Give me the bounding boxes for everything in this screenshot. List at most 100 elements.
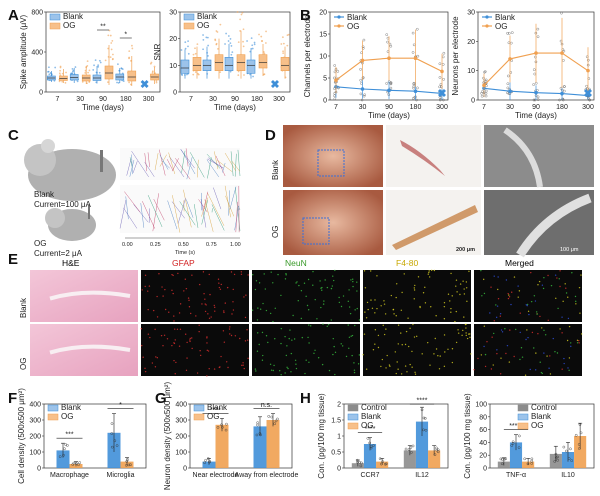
- legend-label: OG: [207, 412, 219, 421]
- stain-dot: [270, 364, 271, 365]
- jitter-point: [241, 14, 243, 16]
- stain-dot: [408, 346, 409, 347]
- stain-dot: [281, 328, 282, 329]
- jitter-point: [237, 74, 239, 76]
- stain-dot: [370, 299, 371, 300]
- stain-dot: [459, 294, 460, 295]
- stain-dot: [247, 339, 248, 340]
- stain-dot: [333, 338, 334, 339]
- stain-dot: [307, 305, 308, 306]
- stain-dot: [452, 362, 453, 363]
- stain-dot: [470, 353, 471, 354]
- jitter-point: [107, 81, 109, 83]
- stain-dot: [331, 319, 332, 320]
- x-tick-label: 7: [189, 96, 193, 103]
- stain-dot: [469, 337, 470, 338]
- stain-dot: [285, 278, 286, 279]
- stain-dot: [519, 290, 520, 291]
- series-marker: [440, 70, 444, 74]
- stain-dot: [203, 293, 204, 294]
- panel-d-scale-200: 200 μm: [456, 247, 475, 253]
- stain-dot: [172, 293, 173, 294]
- stain-dot: [273, 365, 274, 366]
- jitter-point: [193, 54, 195, 56]
- data-point: [524, 458, 526, 460]
- stain-dot: [316, 318, 317, 319]
- stain-dot: [429, 270, 430, 271]
- stain-dot: [333, 280, 334, 281]
- legend-swatch: [348, 423, 358, 429]
- stain-dot: [145, 286, 146, 287]
- stain-dot: [418, 276, 419, 277]
- panel-d-row-label-og: OG: [271, 226, 280, 238]
- x-tick-label: Macrophage: [50, 472, 89, 479]
- stain-dot: [155, 356, 156, 357]
- series-marker: [414, 89, 418, 93]
- stain-dot: [553, 338, 554, 339]
- stain-dot: [462, 281, 463, 282]
- stain-dot: [280, 343, 281, 344]
- jitter-point: [238, 41, 240, 43]
- data-point: [507, 75, 509, 77]
- stain-dot: [195, 315, 196, 316]
- stain-dot: [575, 303, 576, 304]
- stain-dot: [162, 345, 163, 346]
- stain-dot: [463, 316, 464, 317]
- stain-dot: [444, 302, 445, 303]
- stain-dot: [559, 270, 560, 271]
- stain-dot: [352, 286, 353, 287]
- stain-dot: [515, 329, 516, 330]
- stain-dot: [199, 350, 200, 351]
- x-tick-label: 180: [556, 104, 568, 111]
- stain-dot: [507, 293, 508, 294]
- stain-dot: [423, 292, 424, 293]
- stain-dot: [332, 275, 333, 276]
- stain-dot: [429, 276, 430, 277]
- jitter-point: [224, 43, 226, 45]
- stain-dot: [500, 313, 501, 314]
- stain-dot: [570, 346, 571, 347]
- jitter-point: [230, 54, 232, 56]
- stain-dot: [218, 279, 219, 280]
- stain-dot: [522, 356, 523, 357]
- stain-dot: [401, 373, 402, 374]
- stain-dot: [411, 367, 412, 368]
- jitter-point: [186, 74, 188, 76]
- stain-dot: [295, 363, 296, 364]
- jitter-point: [214, 39, 216, 41]
- jitter-point: [225, 33, 227, 35]
- legend-label: Control: [531, 403, 557, 412]
- data-point: [390, 45, 392, 47]
- stain-dot: [535, 352, 536, 353]
- stain-dot: [308, 309, 309, 310]
- series-marker: [508, 57, 512, 61]
- missing-marker: ✖: [140, 79, 149, 91]
- jitter-point: [228, 35, 230, 37]
- stain-dot: [456, 280, 457, 281]
- stain-dot: [225, 302, 226, 303]
- jitter-point: [150, 63, 152, 65]
- jitter-point: [110, 56, 112, 58]
- stain-dot: [444, 334, 445, 335]
- legend-label: OG: [361, 421, 373, 430]
- stain-dot: [364, 333, 365, 334]
- stain-dot: [567, 297, 568, 298]
- stain-dot: [508, 294, 509, 295]
- data-point: [364, 94, 366, 96]
- stain-dot: [208, 350, 209, 351]
- data-point: [569, 448, 571, 450]
- stain-dot: [427, 342, 428, 343]
- stain-dot: [198, 331, 199, 332]
- y-tick-label: 100: [29, 450, 41, 457]
- sig-stars: ***: [65, 432, 73, 439]
- stain-dot: [266, 310, 267, 311]
- y-tick-label: 80: [479, 414, 487, 421]
- stain-dot: [161, 286, 162, 287]
- stain-dot: [243, 365, 244, 366]
- x-tick-label: 90: [385, 104, 393, 111]
- jitter-point: [264, 53, 266, 55]
- stain-dot: [543, 277, 544, 278]
- data-point: [535, 82, 537, 84]
